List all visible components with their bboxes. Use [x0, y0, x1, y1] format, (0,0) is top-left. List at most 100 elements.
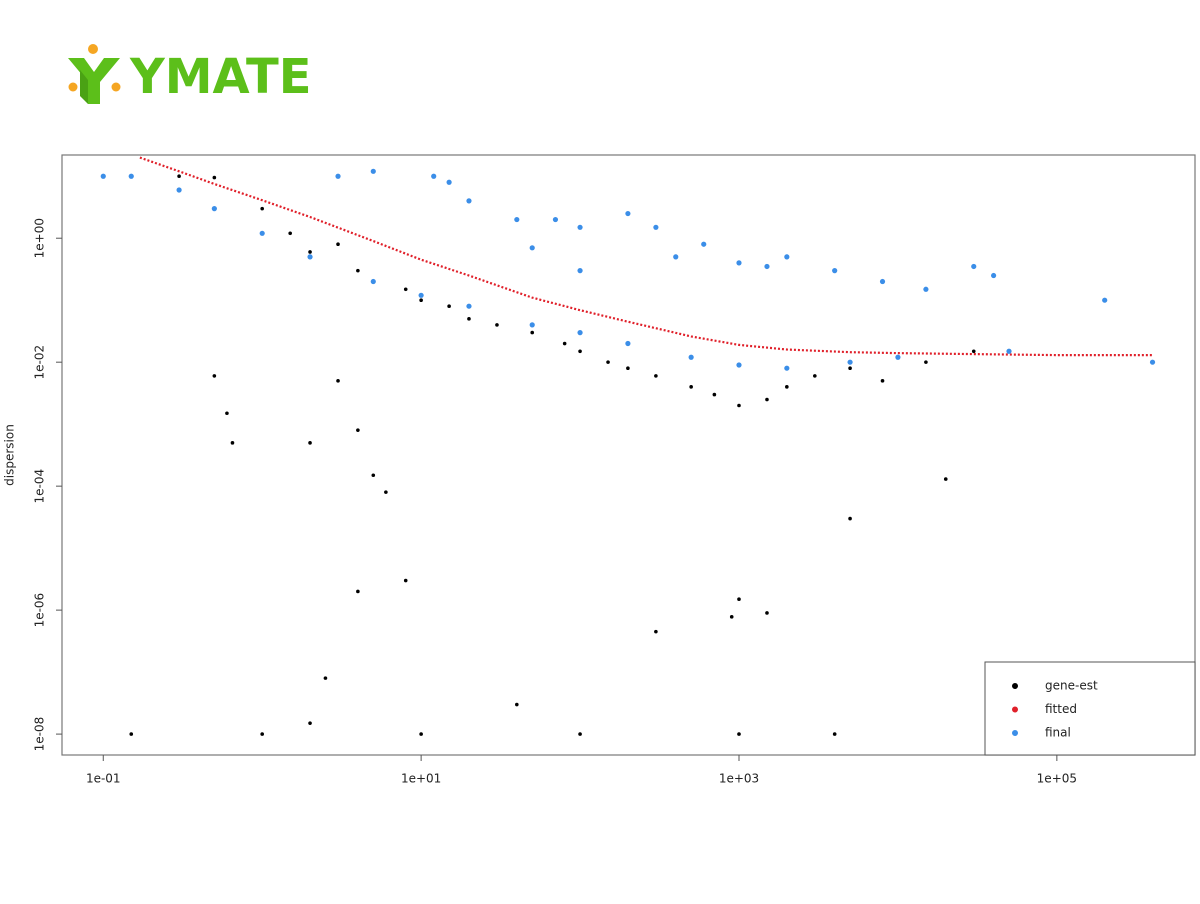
point: [225, 411, 229, 416]
point: [100, 173, 106, 179]
point: [784, 365, 790, 371]
legend-marker: [1012, 683, 1018, 689]
point: [529, 322, 535, 328]
point: [606, 360, 610, 364]
point: [689, 385, 693, 389]
point: [924, 360, 928, 364]
point: [923, 286, 929, 292]
point: [577, 224, 583, 230]
point: [466, 303, 472, 309]
point: [514, 216, 520, 223]
point: [785, 385, 789, 389]
legend-label: gene-est: [1045, 679, 1098, 693]
point: [736, 362, 742, 368]
point: [384, 490, 388, 494]
point: [335, 173, 341, 179]
point: [784, 254, 790, 260]
point: [495, 323, 499, 327]
y-axis-label: dispersion: [3, 424, 17, 486]
point: [260, 732, 264, 736]
point: [654, 629, 658, 634]
y-tick-label: 1e-04: [33, 469, 47, 504]
point: [211, 206, 217, 212]
point: [712, 392, 717, 397]
point: [552, 216, 559, 223]
point: [729, 615, 734, 619]
logo-icon: [68, 44, 121, 104]
point: [765, 397, 769, 402]
point: [466, 198, 472, 204]
point: [308, 721, 312, 725]
point: [356, 589, 360, 594]
point: [307, 254, 313, 260]
point: [578, 349, 582, 354]
point: [128, 173, 134, 179]
point: [336, 379, 340, 383]
point: [212, 175, 217, 180]
point: [371, 473, 376, 478]
point: [288, 231, 292, 236]
point: [737, 403, 741, 408]
point: [832, 268, 838, 274]
y-tick-label: 1e-02: [33, 345, 47, 380]
y-tick-label: 1e-08: [33, 717, 47, 752]
point: [259, 230, 265, 236]
point: [323, 676, 328, 680]
point: [577, 330, 583, 336]
point: [446, 179, 452, 185]
x-tick-label: 1e+05: [1037, 772, 1077, 786]
point: [530, 330, 535, 335]
point: [336, 242, 340, 247]
point: [370, 168, 376, 174]
point: [129, 732, 134, 736]
point: [176, 187, 182, 193]
point: [654, 374, 658, 378]
point: [418, 292, 424, 298]
point: [991, 272, 997, 279]
point: [737, 732, 741, 736]
point: [895, 354, 901, 360]
point: [1102, 297, 1108, 303]
point: [847, 359, 853, 365]
point: [764, 263, 770, 270]
legend-box: [984, 661, 1196, 756]
fitted-line: [139, 156, 1153, 357]
point: [578, 732, 582, 736]
point: [212, 374, 217, 378]
point: [737, 597, 741, 602]
y-tick-label: 1e+00: [33, 218, 47, 258]
point: [515, 702, 519, 707]
point: [177, 174, 181, 179]
point: [467, 317, 471, 321]
point: [848, 516, 852, 521]
point: [1006, 348, 1012, 354]
point: [431, 173, 437, 179]
legend-label: final: [1045, 726, 1071, 740]
point: [765, 611, 769, 615]
point: [625, 340, 631, 347]
point: [1149, 359, 1156, 365]
x-tick-label: 1e+03: [719, 772, 759, 786]
point: [848, 366, 852, 370]
legend-marker: [1012, 730, 1018, 736]
point: [832, 732, 837, 736]
legend-label: fitted: [1045, 702, 1077, 716]
point: [403, 287, 408, 292]
x-tick-label: 1e-01: [86, 772, 121, 786]
point: [562, 341, 567, 346]
point: [673, 254, 679, 260]
point: [356, 268, 360, 273]
point: [419, 298, 423, 302]
point: [577, 268, 583, 274]
point: [736, 260, 742, 266]
point: [625, 210, 631, 217]
point: [419, 732, 423, 736]
point: [308, 250, 312, 254]
point: [230, 441, 235, 445]
point: [370, 278, 376, 285]
plot-frame: [61, 154, 1196, 756]
point: [529, 245, 535, 251]
y-tick-label: 1e-06: [33, 593, 47, 628]
